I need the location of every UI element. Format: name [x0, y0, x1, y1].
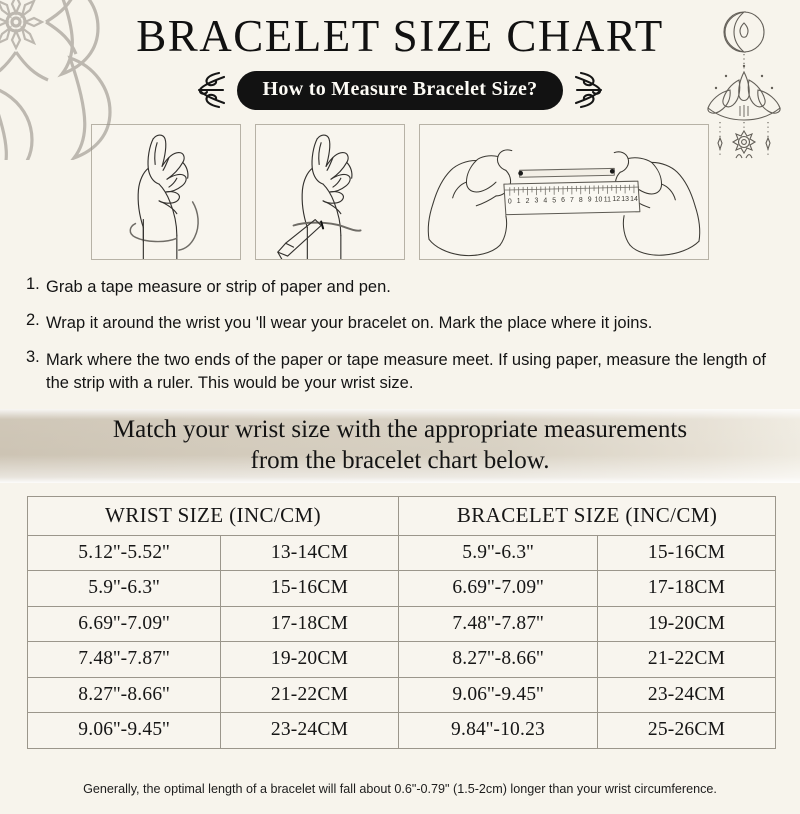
- list-item: 2. Wrap it around the wrist you 'll wear…: [26, 312, 774, 335]
- step-text: Grab a tape measure or strip of paper an…: [46, 278, 391, 296]
- badge-row: How to Measure Bracelet Size?: [0, 69, 800, 111]
- ruler-tick-label: 6: [561, 197, 565, 204]
- table-row: 9.06''-9.45'' 23-24CM 9.84''-10.23 25-26CM: [27, 712, 777, 749]
- list-item: 1. Grab a tape measure or strip of paper…: [26, 276, 774, 299]
- cell-bracelet_cm: 17-18CM: [597, 570, 777, 607]
- ruler-tick-label: 11: [604, 196, 611, 203]
- cell-wrist_cm: 13-14CM: [219, 534, 400, 572]
- cell-bracelet_cm: 19-20CM: [597, 605, 777, 643]
- size-table-body: 5.12''-5.52'' 13-14CM 5.9''-6.3'' 15-16CM 5.…: [27, 534, 777, 749]
- flourish-swirl-icon: [197, 71, 225, 109]
- step-text: Mark where the two ends of the paper or …: [46, 350, 766, 393]
- table-row: 6.69''-7.09'' 17-18CM 7.48''-7.87'' 19-20CM: [27, 605, 777, 643]
- size-table: WRIST SIZE (INC/CM) BRACELET SIZE (INC/C…: [26, 495, 777, 749]
- step-number: 2.: [26, 311, 40, 330]
- hand-with-tape-measure-illustration: [129, 134, 199, 259]
- cell-wrist_cm: 19-20CM: [219, 641, 400, 678]
- cell-bracelet_cm: 15-16CM: [597, 534, 777, 572]
- ruler-tick-label: 9: [588, 197, 592, 204]
- flourish-swirl-icon: [575, 71, 603, 109]
- ruler-tick-label: 5: [552, 197, 556, 204]
- measure-badge: How to Measure Bracelet Size?: [236, 70, 564, 110]
- cell-bracelet_inches: 5.9''-6.3'': [398, 534, 599, 572]
- page-title: BRACELET SIZE CHART: [136, 11, 664, 61]
- ruler-tick-label: 4: [543, 198, 547, 205]
- table-row: 5.9''-6.3'' 15-16CM 6.69''-7.09'' 17-18CM: [27, 570, 777, 607]
- ruler-tick-label: 1: [517, 198, 521, 205]
- hands-measuring-strip-with-ruler-illustration: 0 1 2 3 4 5 6 7 8 9 10 11 12 13 14: [427, 149, 701, 257]
- cell-bracelet_cm: 25-26CM: [597, 712, 777, 749]
- ruler-tick-label: 3: [534, 198, 538, 205]
- column-header-wrist: WRIST SIZE (INC/CM): [26, 495, 400, 536]
- cell-wrist_inches: 5.12''-5.52'': [27, 534, 221, 572]
- panel-measure-ruler: 0 1 2 3 4 5 6 7 8 9 10 11 12 13 14: [419, 124, 709, 260]
- ruler-tick-label: 8: [579, 197, 583, 204]
- step-number: 1.: [26, 275, 40, 293]
- footnote: Generally, the optimal length of a brace…: [83, 782, 717, 796]
- measure-steps: 1. Grab a tape measure or strip of paper…: [0, 276, 800, 396]
- ruler-tick-label: 7: [570, 197, 574, 204]
- band-line-2: from the bracelet chart below.: [250, 446, 550, 474]
- step-text: Wrap it around the wrist you 'll wear yo…: [46, 314, 653, 333]
- cell-bracelet_inches: 6.69''-7.09'': [398, 570, 599, 607]
- ruler-tick-label: 0: [508, 198, 512, 205]
- size-table-wrapper: WRIST SIZE (INC/CM) BRACELET SIZE (INC/C…: [0, 483, 800, 749]
- cell-wrist_inches: 7.48''-7.87'': [27, 641, 221, 678]
- cell-wrist_inches: 5.9''-6.3'': [27, 570, 221, 607]
- table-row: 7.48''-7.87'' 19-20CM 8.27''-8.66'' 21-22CM: [27, 641, 777, 678]
- cell-wrist_inches: 9.06''-9.45'': [27, 712, 221, 749]
- cell-wrist_inches: 6.69''-7.09'': [27, 605, 221, 643]
- list-item: 3. Mark where the two ends of the paper …: [26, 349, 774, 396]
- step-number: 3.: [26, 347, 40, 366]
- cell-wrist_cm: 21-22CM: [219, 676, 400, 714]
- cell-bracelet_inches: 8.27''-8.66'': [398, 641, 599, 678]
- cell-wrist_cm: 23-24CM: [219, 712, 400, 749]
- table-header-row: WRIST SIZE (INC/CM) BRACELET SIZE (INC/C…: [26, 495, 777, 536]
- ruler-tick-label: 12: [612, 196, 620, 203]
- cell-bracelet_inches: 9.06''-9.45'': [398, 676, 599, 714]
- band-line-1: Match your wrist size with the appropria…: [112, 416, 688, 444]
- cell-wrist_cm: 15-16CM: [219, 570, 400, 607]
- ruler-tick-label: 2: [526, 198, 530, 205]
- table-row: 5.12''-5.52'' 13-14CM 5.9''-6.3'' 15-16CM: [27, 534, 777, 572]
- ruler-tick-label: 10: [595, 196, 603, 203]
- cell-bracelet_inches: 9.84''-10.23: [398, 712, 599, 749]
- cell-bracelet_inches: 7.48''-7.87'': [398, 605, 599, 643]
- hand-with-pen-marking-illustration: [277, 134, 362, 259]
- ruler-tick-label: 13: [621, 196, 629, 203]
- cell-bracelet_cm: 21-22CM: [597, 641, 777, 678]
- panel-wrap-tape: [91, 124, 241, 260]
- illustration-panels: 0 1 2 3 4 5 6 7 8 9 10 11 12 13 14: [0, 124, 800, 260]
- cell-wrist_cm: 17-18CM: [219, 605, 400, 643]
- cell-wrist_inches: 8.27''-8.66'': [27, 676, 221, 714]
- ruler-tick-label: 14: [630, 196, 638, 203]
- table-row: 8.27''-8.66'' 21-22CM 9.06''-9.45'' 23-24CM: [27, 676, 777, 714]
- match-size-band: Match your wrist size with the appropria…: [0, 408, 800, 483]
- cell-bracelet_cm: 23-24CM: [597, 676, 777, 714]
- panel-mark-pen: [255, 124, 405, 260]
- column-header-bracelet: BRACELET SIZE (INC/CM): [398, 495, 777, 536]
